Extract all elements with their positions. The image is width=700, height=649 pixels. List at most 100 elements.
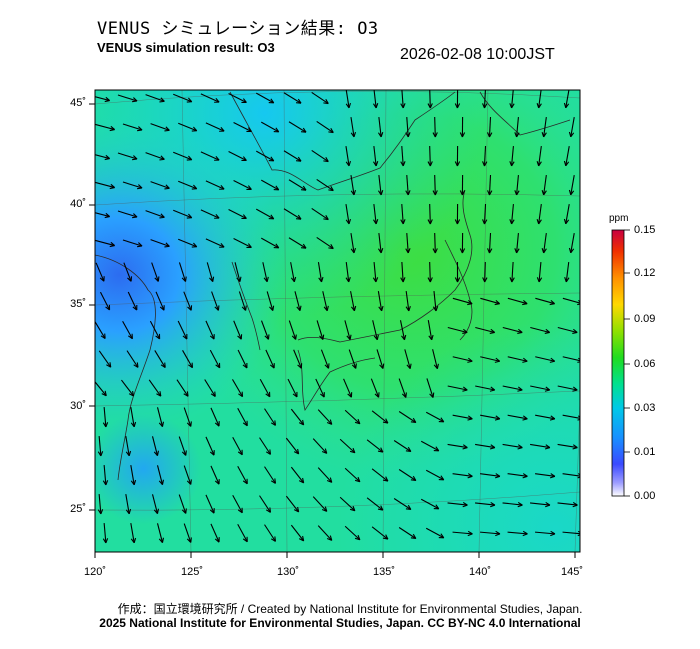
- wind-arrow-shaft: [311, 149, 329, 163]
- wind-arrow-head: [350, 131, 357, 138]
- wind-arrow-shaft: [283, 208, 302, 220]
- wind-arrow-head: [577, 473, 580, 479]
- wind-arrow-head: [132, 155, 138, 161]
- wind-arrow-shaft: [345, 204, 350, 224]
- wind-arrow-shaft: [426, 378, 434, 398]
- wind-arrow-head: [296, 305, 302, 312]
- lat-label-25: 25˚: [70, 503, 86, 515]
- wind-arrow-head: [97, 509, 104, 515]
- wind-arrow-shaft: [233, 238, 252, 248]
- wind-arrow-head: [544, 328, 551, 335]
- wind-arrow-shaft: [405, 291, 410, 311]
- wind-arrow-shaft: [511, 261, 514, 283]
- wind-arrow-head: [489, 328, 496, 335]
- wind-arrow-shaft: [95, 181, 115, 189]
- wind-arrow-head: [459, 190, 466, 196]
- wind-arrow-head: [242, 478, 248, 485]
- wind-arrow-head: [219, 242, 225, 248]
- wind-arrow-head: [293, 448, 300, 455]
- wind-arrow-head: [209, 276, 215, 282]
- wind-arrow-shaft: [232, 494, 243, 514]
- wind-arrow-head: [374, 392, 380, 398]
- wind-arrow-head: [127, 333, 133, 340]
- wind-arrow-shaft: [205, 494, 215, 514]
- wind-arrow-shaft: [233, 320, 242, 340]
- wind-arrow-head: [321, 448, 328, 454]
- wind-arrow-shaft: [125, 436, 130, 456]
- wind-arrow-head: [268, 98, 275, 104]
- wind-arrow-shaft: [205, 436, 215, 456]
- wind-arrow-shaft: [151, 262, 159, 282]
- wind-arrow-shaft: [228, 151, 247, 161]
- wind-arrow-shaft: [530, 326, 550, 334]
- wind-arrow-shaft: [507, 531, 528, 535]
- wind-arrow-shaft: [488, 116, 492, 138]
- wind-arrow-head: [405, 190, 411, 196]
- wind-arrow-head: [241, 156, 247, 162]
- wind-arrow-shaft: [425, 411, 445, 423]
- wind-arrow-shaft: [371, 410, 389, 424]
- wind-arrow-head: [219, 126, 225, 132]
- wind-arrow-head: [377, 505, 384, 511]
- wind-arrow-shaft: [260, 237, 280, 249]
- wind-arrow-shaft: [557, 385, 578, 391]
- wind-arrow-head: [298, 419, 305, 426]
- wind-arrow-shaft: [205, 122, 225, 132]
- wind-arrow-head: [297, 363, 303, 369]
- wind-arrow-shaft: [570, 175, 575, 195]
- wind-arrow-shaft: [125, 494, 130, 514]
- wind-arrow-shaft: [265, 349, 275, 369]
- wind-arrow-shaft: [103, 464, 107, 486]
- wind-arrow-head: [181, 450, 187, 456]
- wind-arrow-head: [186, 97, 193, 103]
- wind-arrow-shaft: [371, 468, 389, 482]
- wind-arrow-head: [323, 98, 329, 105]
- wind-arrow-shaft: [345, 146, 350, 166]
- wind-arrow-shaft: [288, 121, 307, 133]
- wind-arrow-shaft: [205, 180, 225, 190]
- wind-arrow-head: [349, 505, 356, 512]
- wind-arrow-head: [345, 218, 352, 225]
- wind-arrow-shaft: [259, 495, 271, 513]
- wind-arrow-shaft: [502, 385, 523, 391]
- wind-arrow-shaft: [562, 356, 580, 362]
- wind-arrow-shaft: [293, 349, 302, 369]
- wind-arrow-shaft: [151, 436, 159, 456]
- wind-arrow-head: [509, 161, 515, 167]
- wind-arrow-shaft: [452, 473, 473, 477]
- wind-arrow-shaft: [290, 408, 305, 426]
- wind-arrow-shaft: [348, 349, 357, 369]
- wind-arrow-head: [237, 507, 243, 514]
- wind-arrow-head: [495, 530, 501, 537]
- wind-arrow-shaft: [117, 210, 138, 218]
- wind-arrow-head: [159, 213, 165, 219]
- wind-arrow-head: [432, 132, 438, 138]
- wind-arrow-head: [191, 184, 198, 190]
- wind-arrow-shaft: [127, 291, 138, 311]
- wind-arrow-shaft: [117, 152, 138, 160]
- wind-arrow-head: [536, 218, 542, 225]
- wind-arrow-head: [467, 415, 473, 421]
- wind-arrow-head: [265, 449, 272, 455]
- wind-arrow-head: [186, 421, 192, 427]
- wind-arrow-head: [214, 537, 220, 543]
- wind-arrow-head: [462, 501, 468, 508]
- wind-arrow-head: [268, 156, 275, 162]
- wind-arrow-head: [153, 450, 160, 457]
- wind-arrow-head: [514, 132, 520, 138]
- wind-arrow-head: [323, 156, 329, 163]
- wind-arrow-head: [209, 334, 215, 340]
- wind-arrow-head: [158, 421, 165, 428]
- wind-arrow-shaft: [484, 261, 486, 283]
- wind-arrow-shaft: [447, 385, 468, 391]
- wind-arrow-shaft: [210, 523, 220, 543]
- wind-arrow-shaft: [373, 90, 377, 108]
- wind-arrow-head: [242, 362, 248, 369]
- wind-arrow-shaft: [103, 406, 107, 428]
- wind-arrow-head: [293, 506, 300, 513]
- wind-arrow-shaft: [206, 262, 214, 282]
- wind-arrow-head: [181, 508, 187, 514]
- wind-arrow-shaft: [312, 496, 328, 512]
- wind-arrow-head: [405, 132, 411, 138]
